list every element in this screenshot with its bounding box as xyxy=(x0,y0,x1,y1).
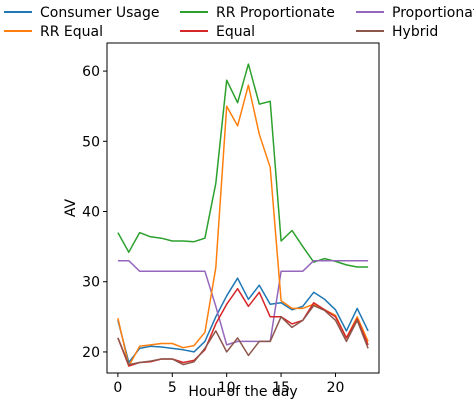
legend-item: Consumer Usage xyxy=(4,5,159,21)
y-tick-label: 50 xyxy=(82,134,100,150)
series-layer xyxy=(117,63,369,367)
legend-label: Consumer Usage xyxy=(40,5,159,21)
series-line-equal xyxy=(117,287,369,367)
y-tick-label: 40 xyxy=(82,205,100,221)
legend-item: RR Equal xyxy=(4,24,103,40)
y-axis-label: AV xyxy=(63,198,79,217)
x-tick-label: 5 xyxy=(168,380,177,396)
x-tick-label: 20 xyxy=(327,380,345,396)
legend-item: Hybrid xyxy=(356,24,438,40)
legend-label: Equal xyxy=(216,24,255,40)
series-line-proportionate xyxy=(117,259,369,346)
legend-item: Equal xyxy=(180,24,255,40)
y-tick-label: 60 xyxy=(82,64,100,80)
series-line-hybrid xyxy=(117,304,369,366)
y-tick-label: 30 xyxy=(82,275,100,291)
x-tick-label: 0 xyxy=(113,380,122,396)
y-tick-label: 20 xyxy=(82,345,100,361)
x-axis-label: Hour of the day xyxy=(188,384,297,400)
legend-item: RR Proportionate xyxy=(180,5,335,21)
legend-label: RR Proportionate xyxy=(216,5,335,21)
series-line-rr-proportionate xyxy=(117,63,369,268)
y-axis: 20 30 40 50 60 xyxy=(82,64,107,361)
x-axis: 0 5 10 15 20 xyxy=(113,373,344,396)
series-line-consumer-usage xyxy=(117,277,369,364)
x-tick-label: 10 xyxy=(218,380,236,396)
legend-label: Hybrid xyxy=(392,24,438,40)
legend-label: RR Equal xyxy=(40,24,103,40)
plot-area xyxy=(106,42,380,374)
legend-label: Proportionate xyxy=(392,5,474,21)
x-tick-label: 15 xyxy=(272,380,290,396)
legend-item: Proportionate xyxy=(356,5,474,21)
series-line-rr-equal xyxy=(117,84,369,367)
legend: Consumer Usage RR Proportionate Proportion… xyxy=(4,5,474,40)
